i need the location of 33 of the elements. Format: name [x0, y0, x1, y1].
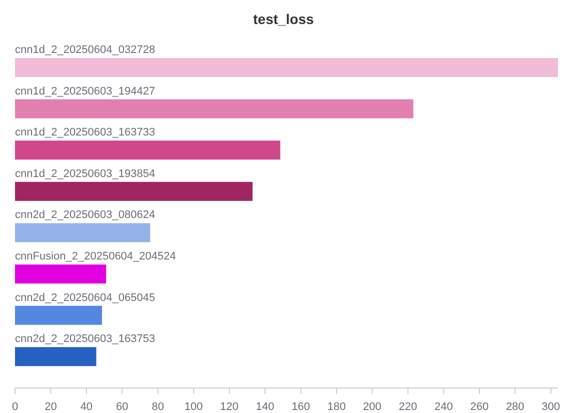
x-tick-label: 80 [152, 401, 164, 413]
x-tick-label: 120 [220, 401, 239, 413]
x-tick-label: 200 [363, 401, 382, 413]
x-tick-label: 20 [44, 401, 57, 413]
y-tick-label: cnn1d_2_20250603_194427 [15, 85, 156, 98]
x-tick-label: 0 [12, 401, 18, 413]
x-tick-label: 40 [80, 401, 93, 413]
y-tick-label: cnn1d_2_20250603_163733 [15, 126, 156, 139]
x-tick-label: 260 [470, 401, 489, 413]
x-tick-label: 160 [292, 401, 310, 413]
chart-title: test_loss [253, 11, 314, 27]
y-tick-label: cnn2d_2_20250604_065045 [15, 292, 156, 304]
x-tick-label: 240 [434, 401, 453, 413]
bar [15, 264, 106, 284]
x-tick-label: 60 [116, 401, 128, 413]
y-tick-label: cnnFusion_2_20250604_204524 [15, 250, 176, 262]
x-tick-label: 300 [542, 401, 560, 413]
y-tick-label: cnn2d_2_20250603_080624 [15, 209, 156, 222]
y-tick-label: cnn1d_2_20250603_193854 [15, 168, 156, 180]
x-tick-label: 140 [256, 401, 274, 413]
bar [15, 140, 280, 160]
x-tick-label: 280 [506, 401, 524, 413]
x-tick-label: 100 [184, 401, 203, 413]
bar [15, 306, 102, 325]
bar [15, 182, 253, 201]
x-tick-label: 220 [398, 401, 418, 413]
y-tick-label: cnn1d_2_20250604_032728 [15, 44, 156, 56]
x-tick-label: 180 [327, 401, 346, 413]
bar [15, 347, 96, 366]
bar [15, 99, 414, 118]
bar [15, 223, 150, 242]
bar [15, 58, 558, 77]
y-tick-label: cnn2d_2_20250603_163753 [15, 333, 156, 346]
